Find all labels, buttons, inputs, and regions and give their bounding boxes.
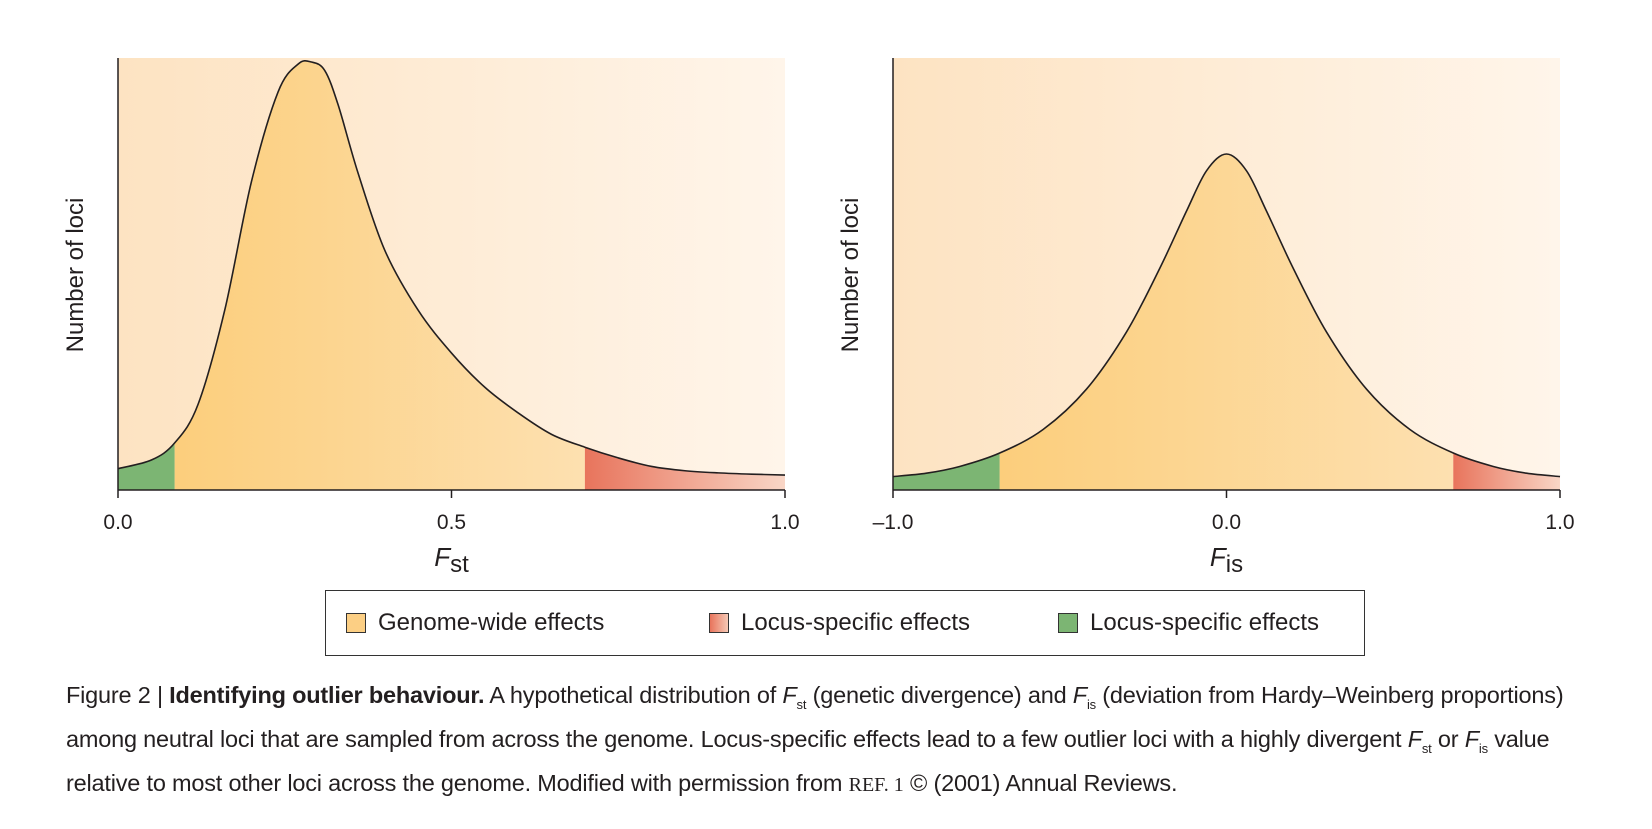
caption-ref: REF. 1 [848, 774, 904, 796]
caption-title: Identifying outlier behaviour. [169, 682, 485, 708]
legend-swatch-green [1058, 613, 1078, 633]
caption-subscript: is [1478, 741, 1488, 756]
caption-subscript: st [796, 697, 807, 712]
caption-symbol: F [782, 682, 797, 708]
distribution-curve [892, 153, 1561, 478]
distribution-curve [117, 59, 786, 476]
caption-text: A hypothetical distribution of [484, 682, 783, 708]
caption-text: (deviation from Hardy–Weinberg proportio… [66, 682, 1564, 752]
caption-text: value relative to most other loci across… [66, 726, 1550, 796]
caption-subscript: is [1086, 697, 1096, 712]
caption-text: (genetic divergence) and [806, 682, 1073, 708]
legend-item-genome-wide: Genome-wide effects [346, 591, 604, 655]
x-axis-label: Fis [1210, 542, 1243, 578]
legend-swatch-orange [346, 613, 366, 633]
legend-item-locus-specific-red: Locus-specific effects [709, 591, 970, 655]
legend: Genome-wide effects Locus-specific effec… [325, 590, 1365, 656]
caption-subscript: st [1421, 741, 1432, 756]
x-tick-label: 0.5 [437, 511, 466, 534]
caption-prefix: Figure 2 | [66, 682, 170, 708]
y-axis-label: Number of loci [62, 198, 89, 353]
caption-symbol: F [1072, 682, 1087, 708]
x-tick-label: 0.0 [1212, 511, 1241, 534]
legend-label: Locus-specific effects [741, 609, 970, 636]
caption-text: or [1431, 726, 1465, 752]
legend-item-locus-specific-green: Locus-specific effects [1058, 591, 1319, 655]
x-tick-label: –1.0 [873, 511, 914, 534]
caption-text: © (2001) Annual Reviews. [903, 770, 1178, 796]
figure-caption: Figure 2 | Identifying outlier behaviour… [66, 678, 1606, 802]
caption-symbol: F [1407, 726, 1422, 752]
x-tick-label: 0.0 [103, 511, 132, 534]
x-tick-label: 1.0 [770, 511, 799, 534]
x-tick-label: 1.0 [1545, 511, 1574, 534]
x-axis-label: Fst [434, 542, 469, 578]
fis-panel: –1.0 0.0 1.0 Fis Number of loci [837, 58, 1575, 578]
legend-swatch-red [709, 613, 729, 633]
legend-label: Genome-wide effects [378, 609, 605, 636]
caption-symbol: F [1464, 726, 1479, 752]
legend-label: Locus-specific effects [1090, 609, 1319, 636]
y-axis-label: Number of loci [837, 198, 864, 353]
fst-panel: 0.0 0.5 1.0 Fst Number of loci [62, 58, 800, 578]
